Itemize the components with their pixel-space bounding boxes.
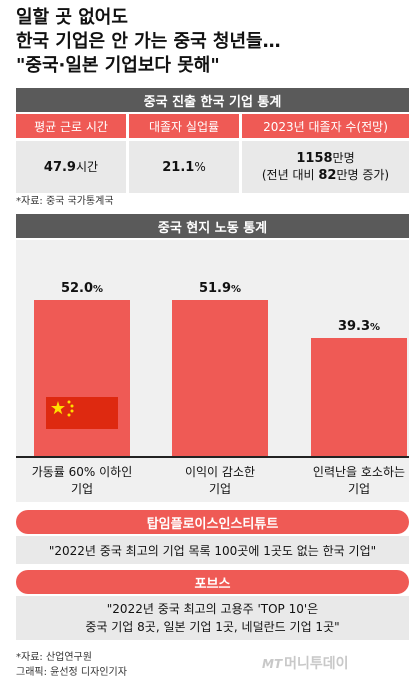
category-label-3-line-1: 인력난을 호소하는 — [312, 465, 406, 479]
stats-col-work-hours: 평균 근로 시간 — [16, 114, 126, 138]
graduates-unit: 만명 — [332, 151, 355, 165]
china-flag-icon — [46, 397, 118, 429]
category-label-3-line-2: 기업 — [347, 482, 371, 496]
bar-value-unit-2: % — [231, 284, 242, 296]
category-label-2-line-2: 기업 — [208, 482, 232, 496]
unemployment-number: 21.1 — [162, 159, 195, 175]
footer-notes: *자료: 산업연구원 그래픽: 윤선정 디자인기자 — [16, 650, 127, 680]
bar-value-number-3: 39.3 — [337, 319, 371, 335]
headline-line-1: 일할 곳 없어도 — [16, 7, 128, 28]
bar-1 — [34, 300, 130, 456]
headline: 일할 곳 없어도 한국 기업은 안 가는 중국 청년들… "중국·일본 기업보다… — [16, 6, 408, 78]
category-label-1-line-1: 가동률 60% 이하인 — [31, 465, 133, 479]
bar-value-unit-1: % — [93, 284, 104, 295]
source-1-quote: "2022년 중국 최고의 기업 목록 100곳에 1곳도 없는 한국 기업" — [16, 536, 409, 564]
source-1-header: 탑임플로이스인스티튜트 — [16, 510, 409, 534]
chart-baseline — [16, 456, 409, 458]
stats-value-work-hours: 47.9시간 — [16, 141, 126, 193]
graduates-change-prefix: (전년 대비 — [261, 168, 319, 182]
stats-value-row: 47.9시간 21.1% 1158만명 (전년 대비 82만명 증가) — [16, 141, 409, 193]
stats-col-graduates: 2023년 대졸자 수(전망) — [242, 114, 409, 138]
stats-table: 평균 근로 시간 대졸자 실업률 2023년 대졸자 수(전망) 47.9시간 … — [16, 114, 409, 193]
logo-mt: MT — [262, 657, 283, 671]
work-hours-number: 47.9 — [43, 159, 76, 175]
bar-value-unit-3: % — [370, 322, 381, 334]
footer-source: *자료: 산업연구원 — [16, 652, 92, 663]
source-2-line-2: 중국 기업 8곳, 일본 기업 1곳, 네덜란드 기업 1곳" — [85, 620, 340, 634]
stats-col-unemployment: 대졸자 실업률 — [129, 114, 239, 138]
stats-header-row: 평균 근로 시간 대졸자 실업률 2023년 대졸자 수(전망) — [16, 114, 409, 138]
bar-value-number-1: 52.0 — [60, 281, 94, 296]
bar-value-number-2: 51.9 — [198, 281, 232, 297]
stats-header: 중국 진출 한국 기업 통계 — [16, 88, 409, 112]
work-hours-unit: 시간 — [75, 159, 99, 174]
logo-text: 머니투데이 — [284, 656, 349, 672]
publisher-logo: MT 머니투데이 — [262, 653, 349, 673]
stats-value-unemployment: 21.1% — [129, 141, 239, 193]
bar-3 — [311, 338, 407, 456]
bar-value-label-3: 39.3% — [309, 319, 409, 334]
bar-value-label-2: 51.9% — [170, 281, 270, 296]
category-label-2-line-1: 이익이 감소한 — [184, 465, 256, 479]
unemployment-unit: % — [194, 159, 206, 174]
headline-line-2: 한국 기업은 안 가는 중국 청년들… — [16, 31, 281, 52]
stats-source-note: *자료: 중국 국가통계국 — [16, 196, 114, 207]
headline-line-3: "중국·일본 기업보다 못해" — [16, 55, 220, 76]
stats-value-graduates: 1158만명 (전년 대비 82만명 증가) — [242, 141, 409, 193]
graduates-change-suffix: 만명 증가) — [336, 168, 390, 182]
chart-title: 중국 현지 노동 통계 — [16, 214, 409, 238]
source-2-line-1: "2022년 중국 최고의 고용주 'TOP 10'은 — [106, 602, 319, 616]
graduates-change-number: 82 — [318, 168, 337, 183]
footer-credit: 그래픽: 윤선정 디자인기자 — [16, 667, 127, 678]
category-label-1-line-2: 기업 — [70, 482, 94, 496]
source-2-quote: "2022년 중국 최고의 고용주 'TOP 10'은 중국 기업 8곳, 일본… — [16, 596, 409, 640]
bar-2 — [172, 300, 268, 456]
graduates-number: 1158 — [296, 151, 333, 166]
bar-value-label-1: 52.0% — [32, 281, 132, 296]
source-2-header: 포브스 — [16, 570, 409, 594]
